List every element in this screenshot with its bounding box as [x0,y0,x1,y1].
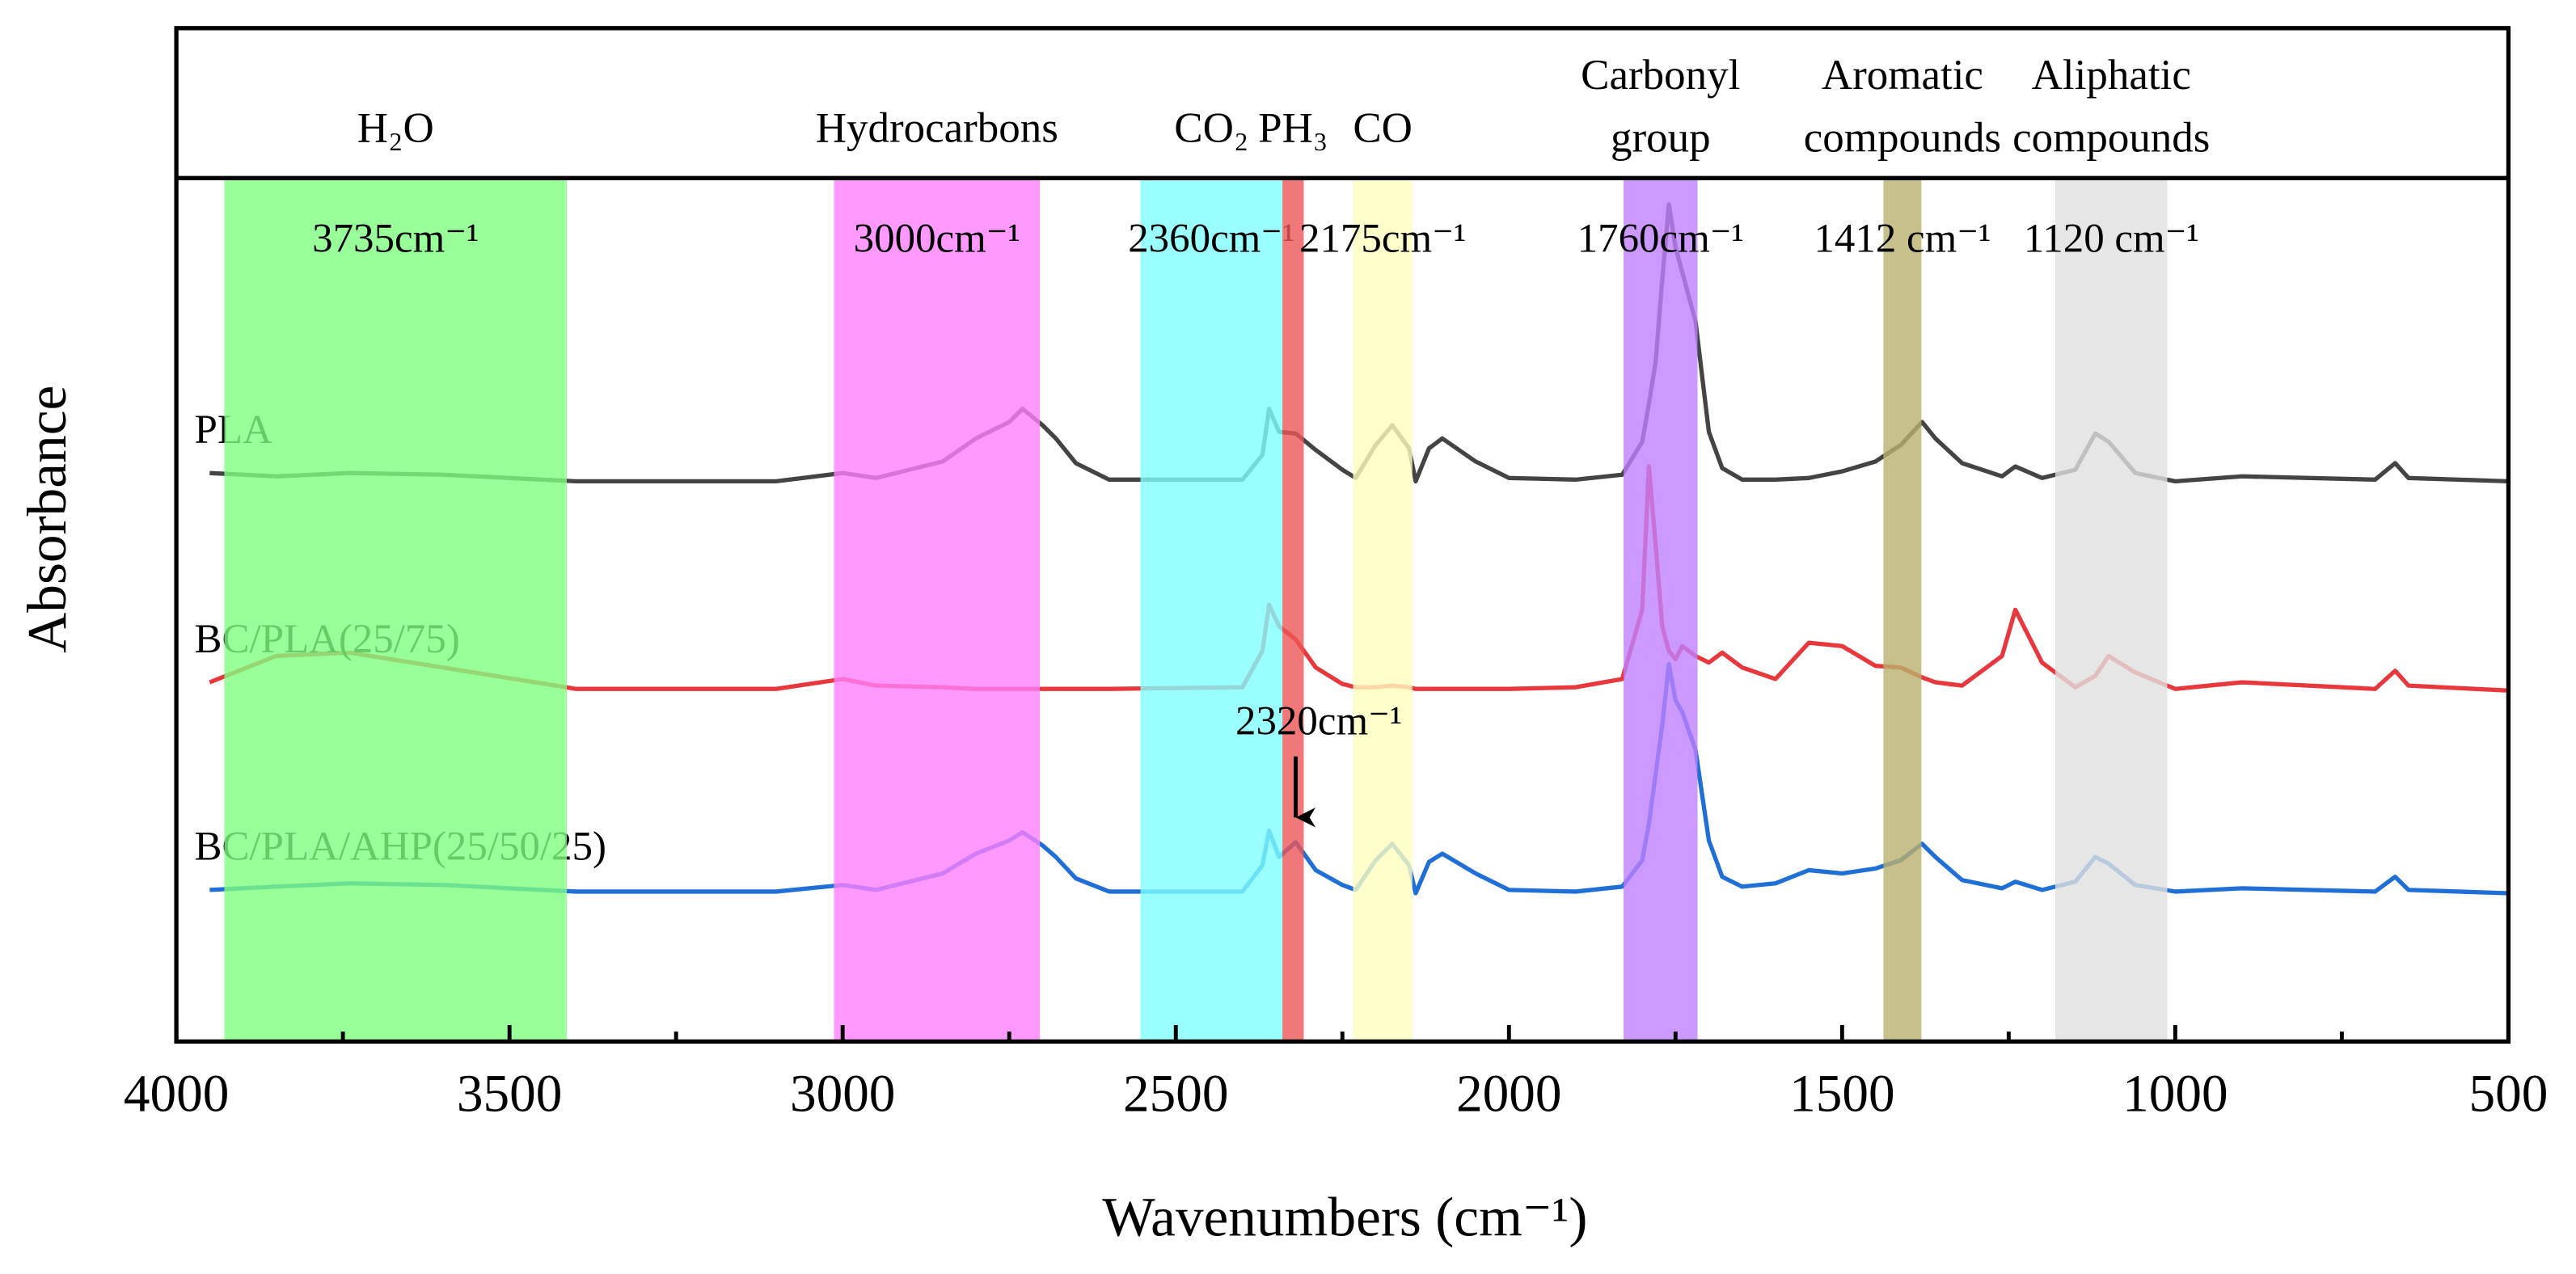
band [834,178,1041,1042]
band-label: group [1611,115,1711,162]
band-label: Aromatic [1822,52,1983,99]
peak-label: 1760cm⁻¹ [1577,216,1744,261]
peak-label: 2360cm⁻¹ [1128,216,1294,261]
annotation: 2320cm⁻¹ [1235,699,1402,745]
band-label: Hydrocarbons [816,104,1058,151]
peak-label: 1120 cm⁻¹ [2024,216,2199,261]
band [1140,178,1283,1042]
band [224,178,568,1042]
plot-area: PLABC/PLA(25/75)BC/PLA/AHP(25/50/25)H₂O3… [124,26,2549,1124]
band-label: compounds [1804,115,2001,162]
x-axis-label: Wavenumbers (cm⁻¹) [1102,1186,1587,1248]
x-tick-label: 3500 [457,1065,562,1124]
band [1282,178,1304,1042]
band [1624,178,1698,1042]
band-label: compounds [2012,115,2210,162]
band-label: PH₃ [1258,104,1328,151]
y-axis-label: Absorbance [15,386,78,653]
x-tick-label: 3000 [790,1065,895,1124]
peak-label: 3735cm⁻¹ [312,216,479,261]
band-label: Aliphatic [2032,52,2191,99]
band-label: CO [1353,104,1413,151]
peak-label: 3000cm⁻¹ [854,216,1020,261]
band-label: Carbonyl [1581,52,1740,99]
x-tick-label: 4000 [124,1065,229,1124]
x-tick-label: 2500 [1123,1065,1228,1124]
band [1883,178,1922,1042]
band-label: CO₂ [1174,104,1248,151]
peak-label: 1412 cm⁻¹ [1814,216,1991,261]
band-label: H₂O [357,104,434,151]
x-tick-label: 2000 [1456,1065,1561,1124]
peak-label: 2175cm⁻¹ [1299,216,1466,261]
band [1353,178,1413,1042]
band [2055,178,2168,1042]
x-tick-label: 1000 [2122,1065,2228,1124]
x-tick-label: 500 [2469,1065,2549,1124]
x-tick-label: 1500 [1789,1065,1894,1124]
